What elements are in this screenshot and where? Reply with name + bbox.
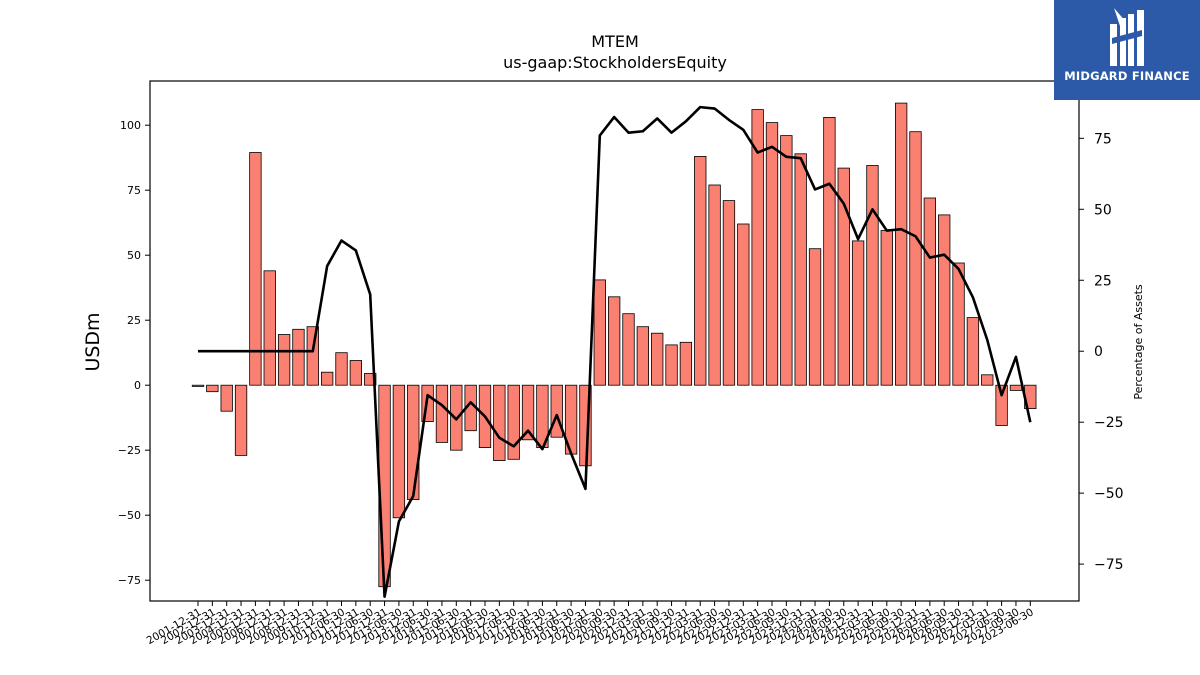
bar: [995, 384, 1008, 426]
bar: [263, 270, 276, 386]
y2-tick-label: −50: [1094, 486, 1124, 502]
bar: [507, 384, 520, 460]
bar: [292, 328, 305, 386]
chart-subtitle: us-gaap:StockholdersEquity: [503, 53, 727, 72]
y2-tick-label: 50: [1094, 202, 1112, 218]
bar: [909, 131, 922, 386]
y2-tick-label: 75: [1094, 131, 1112, 147]
midgard-logo-icon: [1110, 8, 1144, 66]
y-axis-label: USDm: [82, 312, 104, 371]
bar: [234, 384, 248, 456]
bar: [550, 384, 563, 438]
logo-text: MIDGARD FINANCE: [1064, 69, 1190, 83]
y2-tick-label: −75: [1094, 557, 1124, 573]
y2-tick-label: −25: [1094, 415, 1124, 431]
bar: [636, 326, 649, 386]
y2-axis-label: Percentage of Assets: [1132, 284, 1145, 400]
bar: [765, 122, 779, 386]
bar: [392, 384, 406, 519]
bar: [364, 373, 377, 386]
y-tick-label: 25: [127, 314, 141, 327]
bar: [277, 334, 291, 386]
bar: [622, 313, 635, 386]
bar: [220, 384, 233, 412]
bar: [751, 109, 764, 386]
bar: [837, 167, 850, 386]
bar: [521, 384, 535, 441]
y-tick-label: −25: [118, 444, 141, 457]
bar: [306, 326, 319, 386]
bar: [708, 184, 721, 386]
bar: [206, 384, 219, 393]
bar: [320, 371, 334, 386]
bar: [651, 332, 664, 386]
bar: [923, 197, 936, 386]
bar: [737, 223, 750, 386]
bar: [851, 240, 865, 386]
bar: [435, 384, 449, 443]
bar: [880, 230, 893, 386]
bar-group: [191, 102, 1037, 588]
bar: [694, 155, 707, 386]
bar: [808, 248, 822, 386]
left-axis: −75 −50 −25 0 25 50 75 100: [118, 119, 150, 587]
y2-tick-label: 0: [1094, 344, 1103, 360]
percentage-line: [198, 105, 1032, 599]
bar: [593, 279, 606, 386]
y2-tick-label: 25: [1094, 273, 1112, 289]
bar: [335, 352, 348, 386]
bar: [952, 262, 965, 386]
right-axis: −75 −50 −25 0 25 50 75: [1079, 131, 1124, 573]
x-axis: 2001-12-312002-12-312003-12-312004-12-31…: [145, 601, 1036, 647]
y-tick-label: −50: [118, 509, 141, 522]
chart-title: MTEM: [591, 32, 639, 51]
bar: [493, 384, 506, 462]
bar: [780, 135, 793, 386]
bar: [866, 165, 879, 386]
y-tick-label: 75: [127, 184, 141, 197]
bar: [349, 360, 363, 386]
bar: [966, 317, 980, 386]
y-tick-label: 50: [127, 249, 141, 262]
bar: [895, 102, 908, 386]
bar: [191, 384, 205, 387]
bar: [665, 344, 678, 386]
bar: [823, 117, 836, 386]
bar: [794, 153, 807, 386]
bar: [981, 374, 994, 386]
bar: [722, 200, 736, 386]
brand-logo: MIDGARD FINANCE: [1054, 0, 1200, 100]
bar: [1009, 384, 1023, 391]
bar: [249, 152, 262, 386]
y-tick-label: 0: [134, 379, 141, 392]
bar: [679, 341, 693, 386]
bar: [938, 214, 951, 386]
bar: [407, 384, 420, 501]
y-tick-label: −75: [118, 574, 141, 587]
bar: [608, 296, 621, 386]
y-tick-label: 100: [120, 119, 141, 132]
